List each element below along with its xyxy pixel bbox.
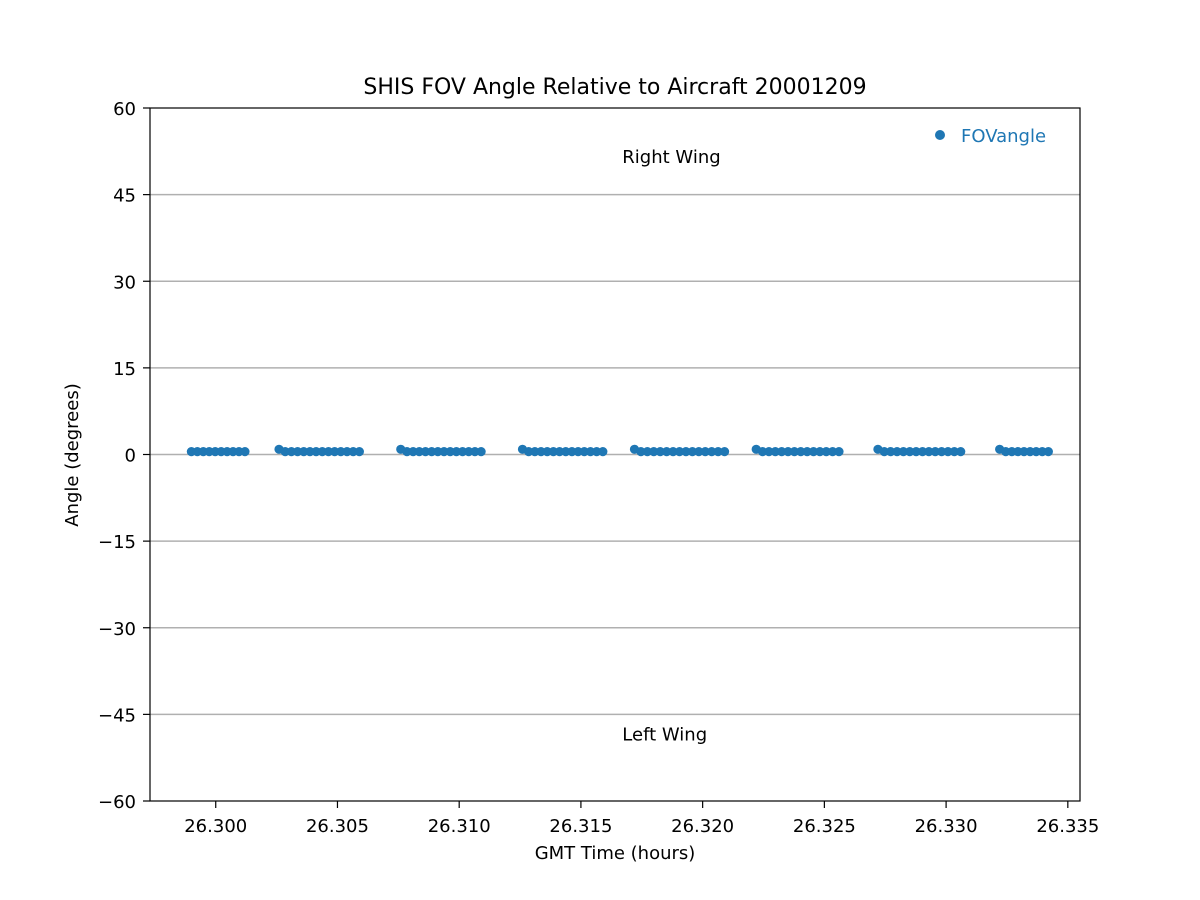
y-tick-label: −60 bbox=[98, 792, 136, 813]
data-point bbox=[777, 447, 787, 457]
x-tick-label: 26.300 bbox=[184, 816, 247, 837]
data-point bbox=[930, 447, 940, 457]
data-point bbox=[924, 447, 934, 457]
legend-marker bbox=[935, 130, 945, 140]
data-point bbox=[821, 447, 831, 457]
data-point bbox=[802, 447, 812, 457]
chart-title: SHIS FOV Angle Relative to Aircraft 2000… bbox=[363, 75, 866, 100]
data-point bbox=[642, 447, 652, 457]
x-tick-label: 26.330 bbox=[915, 816, 978, 837]
data-point bbox=[917, 447, 928, 457]
annotation-label: Left Wing bbox=[622, 724, 707, 745]
data-point bbox=[757, 447, 768, 457]
y-tick-label: 45 bbox=[113, 186, 136, 207]
data-point bbox=[879, 447, 889, 457]
data-point bbox=[476, 447, 486, 457]
data-point bbox=[943, 447, 953, 457]
x-tick-label: 26.335 bbox=[1036, 816, 1099, 837]
y-tick-label: 15 bbox=[113, 359, 136, 380]
x-axis: 26.300 26.305 26.310 26.315 26.320 26.325 26.3… bbox=[184, 801, 1099, 837]
y-tick-label: 0 bbox=[125, 446, 136, 467]
data-point bbox=[796, 447, 806, 457]
x-tick-label: 26.320 bbox=[671, 816, 734, 837]
data-point bbox=[815, 447, 825, 457]
data-points bbox=[186, 444, 1053, 457]
y-tick-label: −45 bbox=[98, 705, 136, 726]
data-point bbox=[949, 447, 959, 457]
data-point bbox=[240, 447, 250, 457]
legend: FOVangle bbox=[935, 126, 1046, 147]
data-point bbox=[636, 447, 646, 457]
data-point bbox=[668, 447, 678, 457]
x-tick-label: 26.325 bbox=[793, 816, 856, 837]
data-point bbox=[770, 447, 780, 457]
data-point bbox=[655, 447, 665, 457]
data-point bbox=[354, 447, 364, 457]
y-tick-label: 30 bbox=[113, 272, 136, 293]
data-point bbox=[789, 447, 800, 457]
data-point bbox=[681, 447, 691, 457]
y-tick-label: 60 bbox=[113, 99, 136, 120]
data-point bbox=[808, 447, 819, 457]
data-point bbox=[719, 447, 730, 457]
data-point bbox=[764, 447, 774, 457]
data-point bbox=[649, 447, 659, 457]
y-tick-label: −30 bbox=[98, 619, 136, 640]
data-point bbox=[937, 447, 947, 457]
y-axis-label: Angle (degrees) bbox=[62, 383, 83, 526]
y-tick-label: −15 bbox=[98, 532, 136, 553]
data-point bbox=[694, 447, 704, 457]
x-tick-label: 26.315 bbox=[549, 816, 612, 837]
data-point bbox=[911, 447, 921, 457]
data-point bbox=[713, 447, 723, 457]
data-point bbox=[956, 447, 966, 457]
x-axis-label: GMT Time (hours) bbox=[535, 843, 696, 864]
data-point bbox=[674, 447, 685, 457]
annotations: Right Wing Left Wing bbox=[622, 147, 720, 745]
data-point bbox=[700, 447, 710, 457]
data-point bbox=[707, 447, 717, 457]
x-tick-label: 26.305 bbox=[306, 816, 369, 837]
data-point bbox=[898, 447, 909, 457]
data-point bbox=[834, 447, 844, 457]
data-point bbox=[886, 447, 896, 457]
data-point bbox=[905, 447, 915, 457]
x-tick-label: 26.310 bbox=[428, 816, 491, 837]
data-point bbox=[828, 447, 838, 457]
data-point bbox=[687, 447, 697, 457]
data-point bbox=[662, 447, 672, 457]
data-point bbox=[783, 447, 793, 457]
annotation-label: Right Wing bbox=[622, 147, 720, 168]
legend-label: FOVangle bbox=[961, 126, 1046, 147]
data-point bbox=[598, 447, 608, 457]
data-point bbox=[1043, 447, 1053, 457]
data-point bbox=[892, 447, 902, 457]
y-axis: −60 −45 −30 −15 0 15 30 45 60 bbox=[98, 99, 150, 813]
